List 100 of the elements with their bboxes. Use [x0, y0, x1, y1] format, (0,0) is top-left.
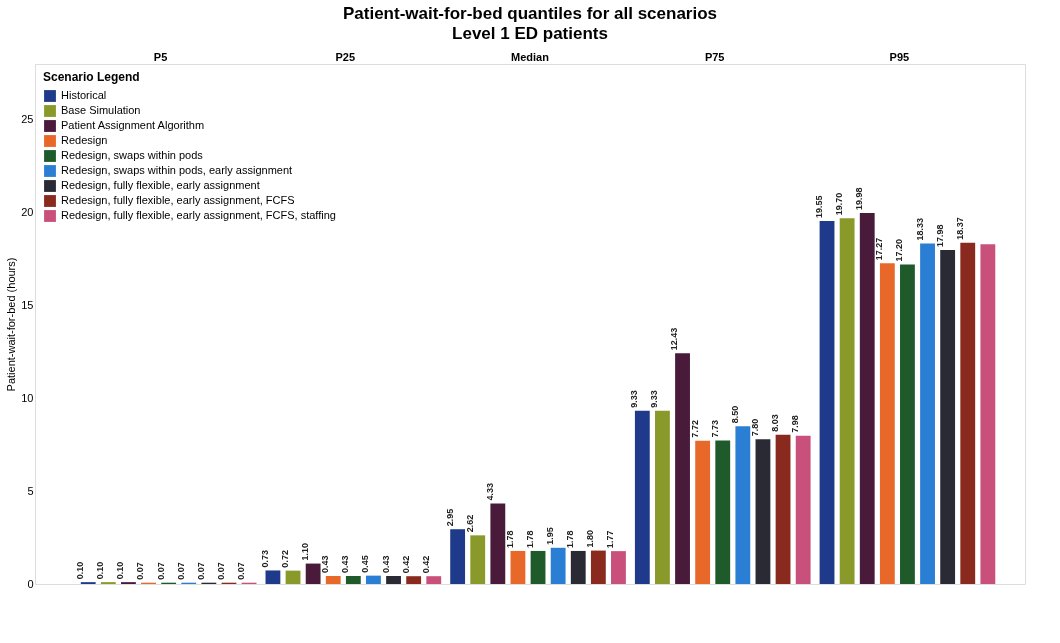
legend-label: Redesign, swaps within pods, early assignment	[61, 164, 293, 176]
legend-label: Historical	[61, 89, 107, 101]
bar	[510, 550, 526, 584]
data-label: 17.20	[894, 239, 905, 262]
data-label: 0.10	[115, 561, 126, 580]
data-label: 8.03	[770, 414, 781, 432]
data-label: 7.72	[689, 420, 700, 438]
data-label: 0.07	[215, 562, 226, 580]
data-label: 17.27	[874, 237, 885, 261]
bar	[859, 212, 875, 584]
y-tick-label: 5	[27, 484, 34, 497]
legend-title: Scenario Legend	[43, 70, 140, 84]
bar	[819, 220, 835, 584]
x-tick-label: Median	[511, 50, 550, 63]
data-label: 19.70	[834, 192, 845, 216]
bar	[715, 440, 731, 584]
bar	[675, 353, 690, 584]
y-tick-label: 25	[21, 113, 34, 126]
bar	[655, 410, 670, 584]
data-label: 1.80	[585, 530, 596, 548]
bar	[735, 426, 751, 584]
y-tick-label: 10	[21, 391, 34, 404]
bar	[450, 529, 466, 584]
bar	[570, 550, 586, 584]
bar	[406, 576, 422, 584]
bar	[839, 218, 855, 584]
data-label: 0.07	[135, 562, 146, 580]
data-label: 0.07	[195, 562, 206, 580]
bar	[530, 550, 546, 584]
data-label: 1.77	[605, 530, 616, 549]
bar	[325, 576, 341, 584]
legend-label: Redesign, swaps within pods	[61, 149, 204, 161]
legend-label: Redesign, fully flexible, early assignment, FCFS	[61, 194, 295, 206]
data-label: 0.42	[400, 555, 411, 574]
legend-label: Redesign, fully flexible, early assignment, FCFS, staffing	[61, 209, 336, 221]
data-label: 0.73	[259, 549, 270, 568]
data-label: 19.98	[854, 187, 865, 210]
bar	[265, 570, 281, 584]
data-label: 2.62	[464, 514, 475, 533]
data-label: 7.80	[749, 418, 760, 437]
legend-label: Redesign, fully flexible, early assignment	[61, 179, 260, 191]
data-label: 18.37	[954, 217, 965, 240]
bar	[795, 435, 811, 584]
data-label: 0.10	[75, 561, 86, 580]
x-tick-label: P75	[704, 50, 725, 63]
bar	[611, 551, 626, 584]
bar	[960, 242, 976, 584]
y-tick-label: 15	[21, 298, 34, 311]
data-label: 9.33	[649, 390, 660, 408]
data-label: 0.43	[320, 555, 331, 574]
bar	[980, 244, 996, 584]
legend-label: Redesign	[61, 134, 108, 146]
x-tick-label: P95	[889, 50, 910, 63]
bar	[550, 547, 566, 584]
bar	[590, 550, 606, 584]
data-label: 0.42	[420, 555, 431, 574]
bar	[879, 263, 895, 584]
x-tick-label: P5	[153, 50, 168, 63]
bar	[345, 576, 361, 584]
bar	[386, 576, 401, 584]
bar	[426, 576, 442, 584]
data-label: 0.45	[360, 555, 371, 573]
bar	[695, 440, 711, 584]
data-label: 7.98	[790, 415, 801, 433]
bar	[285, 570, 301, 584]
data-label: 0.07	[155, 562, 166, 580]
bar	[490, 503, 506, 584]
data-label: 17.98	[934, 224, 945, 248]
bar	[775, 434, 791, 584]
data-label: 7.73	[709, 419, 720, 438]
chart-title: Patient-wait-for-bed quantiles for all scenarios	[342, 4, 718, 23]
data-label: 0.72	[279, 550, 290, 568]
data-label: 19.55	[813, 195, 824, 218]
data-label: 1.78	[504, 530, 515, 548]
legend-label: Base Simulation	[61, 104, 141, 116]
data-label: 8.50	[729, 405, 740, 424]
data-label: 1.78	[565, 530, 576, 548]
y-tick-label: 0	[27, 577, 34, 590]
legend-label: Patient Assignment Algorithm	[61, 119, 205, 131]
y-tick-label: 20	[21, 206, 34, 219]
data-label: 1.10	[300, 543, 311, 561]
data-label: 18.33	[914, 218, 925, 241]
bar	[920, 243, 935, 584]
chart-subtitle: Level 1 ED patients	[452, 24, 608, 43]
y-axis-title: Patient-wait-for-bed (hours)	[5, 257, 18, 392]
data-label: 0.07	[175, 562, 186, 580]
data-label: 0.10	[95, 561, 106, 580]
data-label: 0.43	[380, 555, 391, 574]
data-label: 9.33	[629, 390, 640, 408]
data-label: 1.95	[545, 527, 556, 545]
bar	[755, 439, 771, 584]
bar	[634, 410, 650, 584]
bar	[366, 575, 381, 584]
data-label: 1.78	[525, 530, 535, 548]
data-label: 2.95	[444, 508, 455, 527]
data-label: 0.07	[236, 562, 247, 580]
data-label: 4.33	[484, 483, 495, 501]
bar	[900, 264, 915, 584]
x-tick-label: P25	[335, 50, 356, 63]
bar	[305, 563, 321, 584]
